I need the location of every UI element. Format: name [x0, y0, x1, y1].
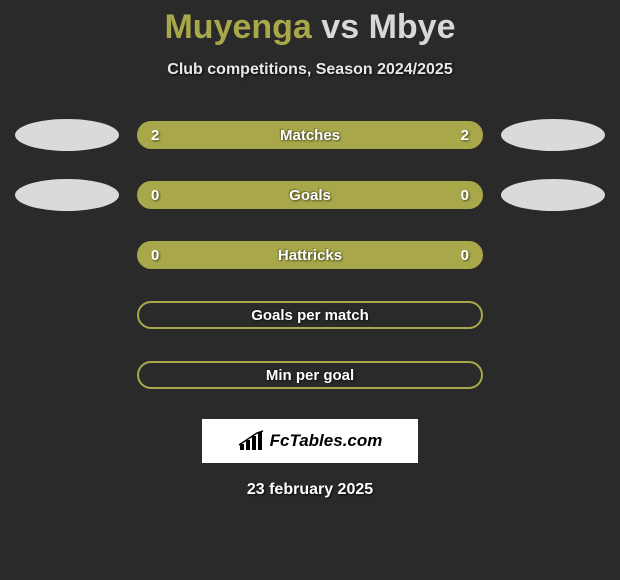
left-indicator	[15, 239, 119, 271]
right-indicator	[501, 239, 605, 271]
stats-list: 2 Matches 2 0 Goals 0 0 Hattricks 0 Goals per mat…	[0, 119, 620, 391]
right-indicator	[501, 119, 605, 151]
left-indicator	[15, 179, 119, 211]
player1-name: Muyenga	[164, 8, 311, 46]
right-indicator	[501, 359, 605, 391]
stat-right-value: 0	[461, 247, 469, 264]
title: Muyenga vs Mbye	[0, 8, 620, 47]
stat-left-value: 0	[151, 247, 159, 264]
stat-left-value: 0	[151, 187, 159, 204]
stat-row: 0 Goals 0	[0, 179, 620, 211]
stat-row: Min per goal	[0, 359, 620, 391]
left-indicator	[15, 299, 119, 331]
player2-name: Mbye	[369, 8, 456, 46]
stat-label: Goals per match	[251, 307, 369, 324]
stat-right-value: 2	[461, 127, 469, 144]
stat-label: Goals	[289, 187, 331, 204]
right-indicator	[501, 299, 605, 331]
stat-bar: 0 Goals 0	[137, 181, 483, 209]
date-text: 23 february 2025	[0, 481, 620, 499]
stat-bar: Goals per match	[137, 301, 483, 329]
left-indicator	[15, 119, 119, 151]
vs-separator: vs	[321, 8, 359, 46]
stat-label: Min per goal	[266, 367, 354, 384]
subtitle: Club competitions, Season 2024/2025	[0, 61, 620, 79]
stat-bar: 0 Hattricks 0	[137, 241, 483, 269]
stat-bar: Min per goal	[137, 361, 483, 389]
stat-row: Goals per match	[0, 299, 620, 331]
stat-left-value: 2	[151, 127, 159, 144]
site-logo[interactable]: FcTables.com	[202, 419, 418, 463]
chart-icon	[238, 430, 264, 452]
right-indicator	[501, 179, 605, 211]
stat-label: Hattricks	[278, 247, 342, 264]
stat-bar: 2 Matches 2	[137, 121, 483, 149]
stat-label: Matches	[280, 127, 340, 144]
stat-row: 0 Hattricks 0	[0, 239, 620, 271]
stats-card: Muyenga vs Mbye Club competitions, Seaso…	[0, 0, 620, 499]
left-indicator	[15, 359, 119, 391]
stat-right-value: 0	[461, 187, 469, 204]
stat-row: 2 Matches 2	[0, 119, 620, 151]
logo-text: FcTables.com	[270, 431, 383, 451]
